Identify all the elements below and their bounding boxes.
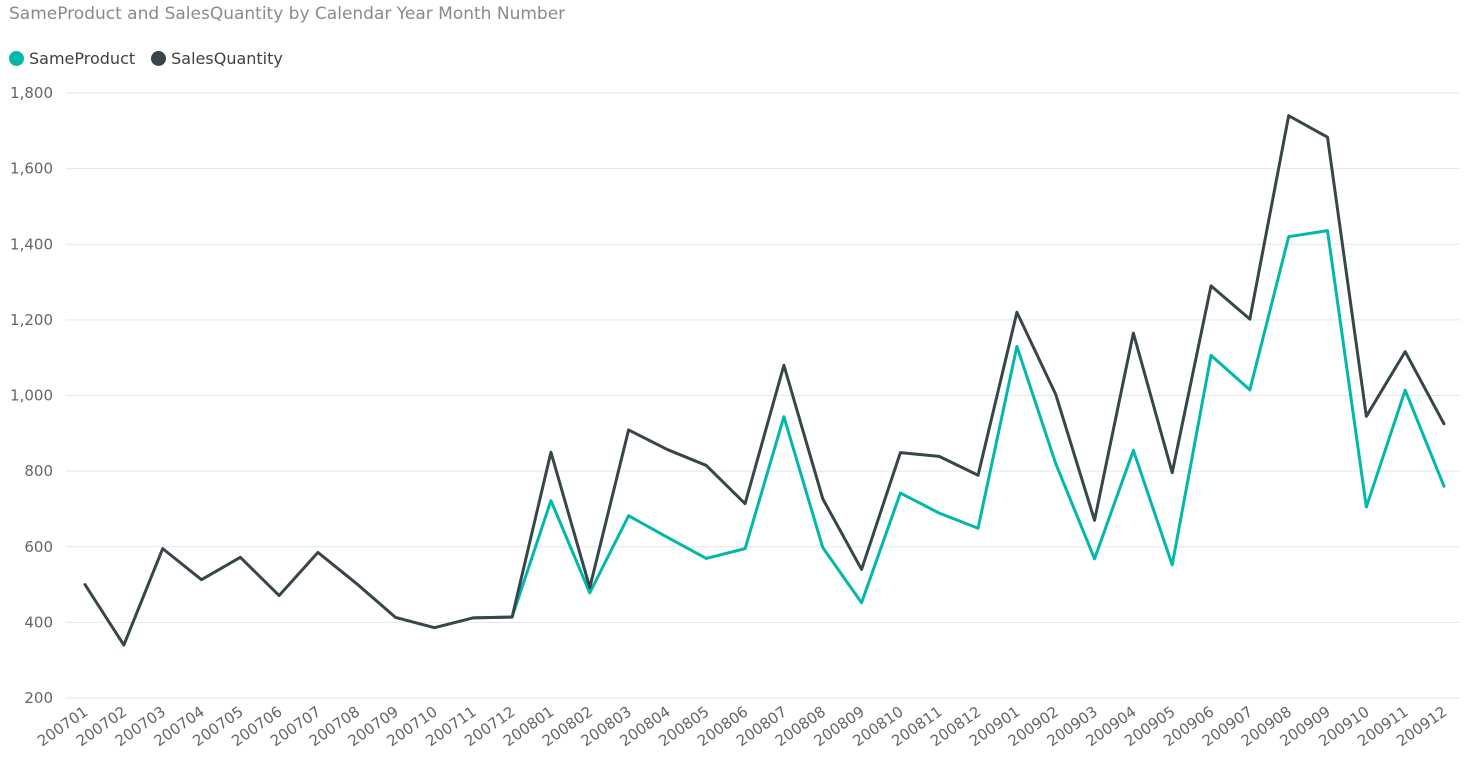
data-point-sameproduct[interactable] xyxy=(1128,445,1138,455)
data-point-salesquantity[interactable] xyxy=(740,499,750,509)
data-point-salesquantity[interactable] xyxy=(1400,347,1410,357)
data-point-salesquantity[interactable] xyxy=(624,425,634,435)
data-point-sameproduct[interactable] xyxy=(1167,560,1177,570)
data-point-salesquantity[interactable] xyxy=(934,451,944,461)
data-point-salesquantity[interactable] xyxy=(1012,307,1022,317)
data-point-salesquantity[interactable] xyxy=(235,552,245,562)
y-axis-ticks: 200 400 600 800 1,000 1,200 1,400 1,600 1,800 xyxy=(10,84,53,707)
data-point-sameproduct[interactable] xyxy=(973,523,983,533)
data-point-salesquantity[interactable] xyxy=(1090,515,1100,525)
data-point-salesquantity[interactable] xyxy=(779,360,789,370)
data-point-sameproduct[interactable] xyxy=(857,598,867,608)
data-point-salesquantity[interactable] xyxy=(468,613,478,623)
data-point-sameproduct[interactable] xyxy=(701,553,711,563)
y-tick-label: 200 xyxy=(24,689,53,707)
data-point-salesquantity[interactable] xyxy=(80,580,90,590)
data-point-salesquantity[interactable] xyxy=(701,460,711,470)
data-point-salesquantity[interactable] xyxy=(1245,314,1255,324)
data-point-salesquantity[interactable] xyxy=(1051,389,1061,399)
series-lines xyxy=(80,111,1449,650)
data-point-sameproduct[interactable] xyxy=(1323,226,1333,236)
data-point-salesquantity[interactable] xyxy=(1284,111,1294,121)
data-point-salesquantity[interactable] xyxy=(429,623,439,633)
data-point-salesquantity[interactable] xyxy=(196,575,206,585)
legend-label-salesquantity: SalesQuantity xyxy=(171,49,283,68)
data-point-sameproduct[interactable] xyxy=(1284,232,1294,242)
data-point-salesquantity[interactable] xyxy=(352,579,362,589)
data-point-sameproduct[interactable] xyxy=(1439,481,1449,491)
data-point-salesquantity[interactable] xyxy=(1323,132,1333,142)
data-point-sameproduct[interactable] xyxy=(1090,554,1100,564)
data-point-salesquantity[interactable] xyxy=(895,448,905,458)
legend-item-salesquantity[interactable]: SalesQuantity xyxy=(151,49,283,68)
data-point-salesquantity[interactable] xyxy=(119,640,129,650)
data-point-sameproduct[interactable] xyxy=(1361,502,1371,512)
y-tick-label: 1,800 xyxy=(10,84,53,102)
data-point-sameproduct[interactable] xyxy=(1206,350,1216,360)
y-tick-label: 800 xyxy=(24,462,53,480)
series-line-sameproduct[interactable] xyxy=(471,229,1446,620)
data-point-salesquantity[interactable] xyxy=(158,544,168,554)
legend-item-sameproduct[interactable]: SameProduct xyxy=(9,49,135,68)
data-point-sameproduct[interactable] xyxy=(1012,341,1022,351)
data-point-sameproduct[interactable] xyxy=(779,412,789,422)
data-point-salesquantity[interactable] xyxy=(857,564,867,574)
y-tick-label: 1,000 xyxy=(10,387,53,405)
y-tick-label: 1,200 xyxy=(10,311,53,329)
data-point-sameproduct[interactable] xyxy=(1051,459,1061,469)
series-line-salesquantity[interactable] xyxy=(83,114,1446,647)
data-point-sameproduct[interactable] xyxy=(740,544,750,554)
data-point-salesquantity[interactable] xyxy=(585,583,595,593)
data-point-sameproduct[interactable] xyxy=(818,543,828,553)
data-point-sameproduct[interactable] xyxy=(1400,385,1410,395)
data-point-salesquantity[interactable] xyxy=(274,591,284,601)
data-point-sameproduct[interactable] xyxy=(934,508,944,518)
y-tick-label: 1,600 xyxy=(10,160,53,178)
data-point-salesquantity[interactable] xyxy=(1128,328,1138,338)
data-point-salesquantity[interactable] xyxy=(1439,419,1449,429)
data-point-salesquantity[interactable] xyxy=(1167,468,1177,478)
legend-label-sameproduct: SameProduct xyxy=(29,49,136,68)
data-point-salesquantity[interactable] xyxy=(662,445,672,455)
data-point-sameproduct[interactable] xyxy=(895,488,905,498)
y-tick-label: 400 xyxy=(24,613,53,631)
data-point-salesquantity[interactable] xyxy=(391,612,401,622)
legend-marker-sameproduct xyxy=(9,51,24,66)
y-tick-label: 600 xyxy=(24,538,53,556)
gridlines xyxy=(66,92,1460,699)
y-tick-label: 1,400 xyxy=(10,235,53,253)
data-point-sameproduct[interactable] xyxy=(624,511,634,521)
data-point-salesquantity[interactable] xyxy=(818,494,828,504)
data-point-salesquantity[interactable] xyxy=(546,447,556,457)
data-point-salesquantity[interactable] xyxy=(507,612,517,622)
legend: SameProduct SalesQuantity xyxy=(9,49,299,68)
chart-title: SameProduct and SalesQuantity by Calenda… xyxy=(9,4,566,24)
data-point-salesquantity[interactable] xyxy=(1206,281,1216,291)
legend-marker-salesquantity xyxy=(151,51,167,66)
x-axis-ticks: 2007012007022007032007042007052007062007… xyxy=(34,703,1450,751)
data-point-salesquantity[interactable] xyxy=(1361,411,1371,421)
data-point-sameproduct[interactable] xyxy=(1245,385,1255,395)
data-point-salesquantity[interactable] xyxy=(313,547,323,557)
data-point-sameproduct[interactable] xyxy=(546,496,556,506)
data-point-sameproduct[interactable] xyxy=(662,532,672,542)
data-point-salesquantity[interactable] xyxy=(973,470,983,480)
